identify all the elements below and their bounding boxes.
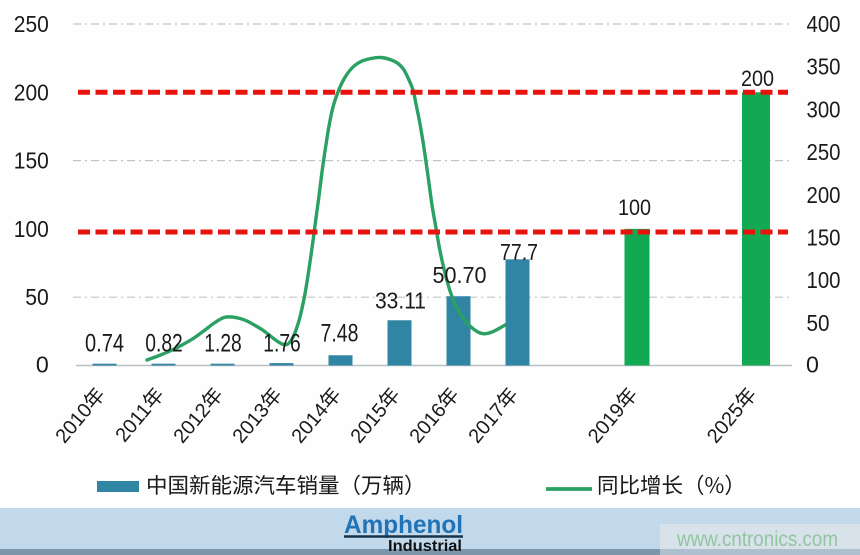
svg-text:33.11: 33.11: [375, 288, 426, 314]
svg-text:150: 150: [14, 148, 49, 174]
svg-text:1.76: 1.76: [263, 330, 301, 358]
svg-text:0: 0: [36, 352, 49, 378]
svg-text:0.82: 0.82: [145, 330, 183, 358]
svg-text:200: 200: [741, 66, 774, 91]
svg-text:100: 100: [14, 216, 49, 242]
svg-text:50: 50: [807, 310, 830, 336]
svg-text:0.74: 0.74: [85, 330, 124, 358]
svg-text:200: 200: [14, 79, 49, 105]
svg-text:100: 100: [618, 195, 651, 220]
svg-text:7.48: 7.48: [321, 320, 359, 348]
svg-text:50.70: 50.70: [433, 262, 487, 288]
svg-text:300: 300: [807, 96, 841, 122]
svg-text:350: 350: [807, 54, 841, 80]
svg-text:1.28: 1.28: [204, 330, 242, 358]
svg-text:250: 250: [807, 139, 841, 165]
svg-text:250: 250: [14, 11, 49, 37]
svg-text:Industrial: Industrial: [388, 538, 462, 555]
svg-text:Amphenol: Amphenol: [344, 511, 463, 539]
svg-text:400: 400: [807, 11, 841, 37]
svg-text:77.7: 77.7: [500, 239, 538, 265]
svg-text:www.cntronics.com: www.cntronics.com: [676, 528, 838, 551]
svg-text:200: 200: [807, 182, 841, 208]
svg-text:150: 150: [807, 225, 841, 251]
svg-text:0: 0: [806, 352, 819, 378]
svg-text:100: 100: [807, 267, 841, 293]
svg-text:50: 50: [25, 284, 49, 310]
